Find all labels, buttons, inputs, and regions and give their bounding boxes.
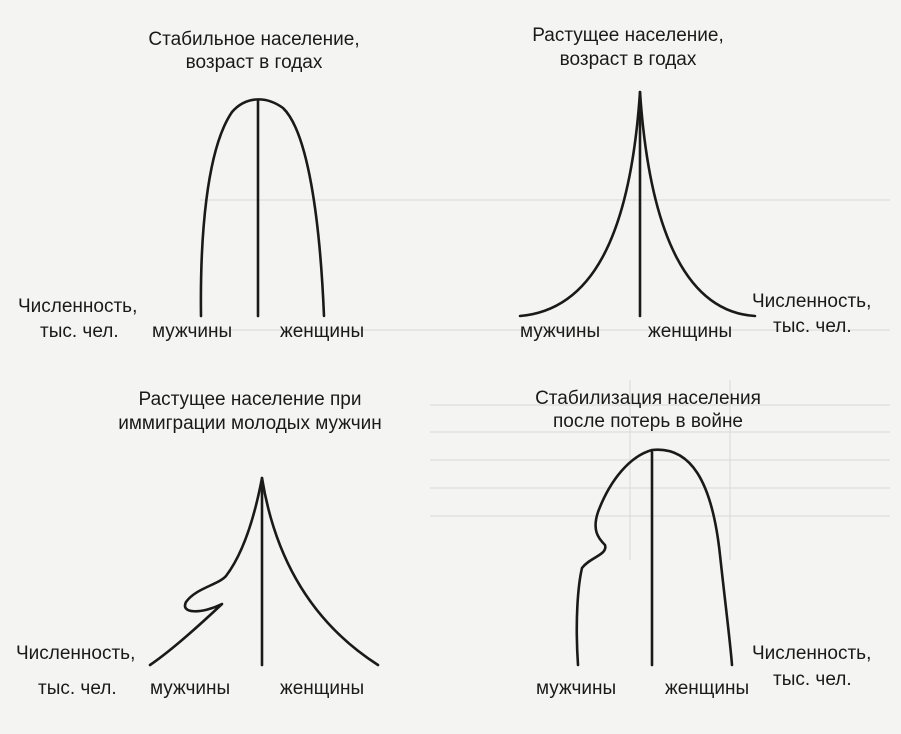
- growing-title-line1: Растущее население,: [532, 25, 724, 46]
- immigration-title-line1: Растущее население при: [138, 389, 362, 410]
- pyramid-stable: [199, 98, 326, 318]
- growing-right-label-line2: тыс. чел.: [773, 316, 852, 337]
- curve-immigration: [148, 476, 380, 667]
- curve-stable: [199, 98, 326, 318]
- war-right-label-line2: тыс. чел.: [773, 669, 852, 690]
- growing-women-label: женщины: [648, 321, 733, 342]
- pyramid-immigration: [148, 476, 380, 667]
- immigration-women-label: женщины: [280, 678, 365, 699]
- war-right-label-line1: Численность,: [752, 643, 872, 664]
- immigration-men-label: мужчины: [150, 678, 231, 699]
- stable-title-line2: возраст в годах: [185, 52, 323, 73]
- pyramid-growing: [518, 90, 757, 318]
- pyramid-war: [575, 448, 734, 667]
- stable-title-line1: Стабильное население,: [148, 29, 360, 50]
- immigration-title-line2: иммиграции молодых мужчин: [118, 413, 382, 434]
- immigration-left-label-line1: Численность,: [16, 643, 136, 664]
- stable-left-label-line1: Численность,: [18, 296, 138, 317]
- stable-left-label-line2: тыс. чел.: [40, 321, 119, 342]
- war-title-line2: после потерь в войне: [552, 411, 744, 432]
- curve-growing: [518, 90, 757, 318]
- stable-women-label: женщины: [280, 321, 365, 342]
- growing-men-label: мужчины: [520, 321, 601, 342]
- war-women-label: женщины: [665, 678, 750, 699]
- war-title-line1: Стабилизация населения: [535, 388, 761, 409]
- war-men-label: мужчины: [536, 678, 617, 699]
- stable-men-label: мужчины: [152, 321, 233, 342]
- growing-title-line2: возраст в годах: [559, 49, 697, 70]
- growing-right-label-line1: Численность,: [752, 291, 872, 312]
- immigration-left-label-line2: тыс. чел.: [38, 678, 117, 699]
- curve-war: [575, 448, 734, 667]
